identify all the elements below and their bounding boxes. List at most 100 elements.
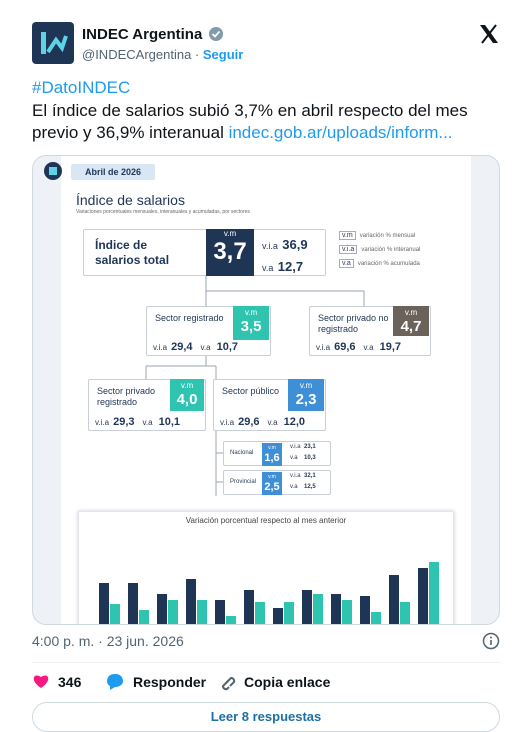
via-value: 23,1 [304, 444, 316, 450]
sector-label: Sector privado no registrado [318, 313, 389, 334]
va-key: v.a [267, 418, 278, 427]
bar [99, 583, 109, 624]
verified-badge [209, 27, 223, 41]
va-key: v.a [262, 263, 274, 273]
main-label: Índice de salarios total [95, 238, 170, 267]
reply-icon[interactable] [106, 673, 124, 690]
bar [139, 610, 149, 624]
bar [255, 602, 265, 624]
follow-button[interactable]: Seguir [202, 47, 244, 62]
bar [128, 583, 138, 624]
legend-label: variación % acumulada [357, 261, 420, 267]
like-icon[interactable] [32, 673, 50, 689]
account-handle: @INDECArgentina · Seguir [82, 47, 244, 62]
handle: @INDECArgentina [82, 47, 192, 62]
info-subtitle: Variaciones porcentuales mensuales, inte… [76, 209, 250, 215]
copy-link-button[interactable]: Copia enlace [244, 674, 331, 690]
vm-key: v.m [223, 229, 237, 238]
vm-value: 4,0 [176, 391, 198, 408]
bar [313, 594, 323, 624]
bar [157, 594, 167, 624]
vm-key: v.m [404, 308, 418, 317]
vm-value: 4,7 [400, 318, 422, 335]
media-card[interactable]: Abril de 2026 Índice de salarios Variaci… [32, 155, 500, 625]
x-logo[interactable] [478, 24, 500, 44]
via-value: 36,9 [282, 237, 308, 252]
va-value: 19,7 [379, 341, 401, 353]
bar [284, 602, 294, 624]
va-value: 12,0 [283, 416, 305, 428]
sector-vm: v.m 4,7 [393, 306, 429, 336]
info-icon[interactable] [482, 632, 500, 650]
vm-key: v.m [268, 474, 276, 480]
via-value: 29,6 [238, 416, 260, 428]
account-name[interactable]: INDEC Argentina [82, 26, 203, 43]
legend-label: variación % mensual [359, 233, 416, 239]
vm-value: 2,3 [295, 391, 317, 408]
via-value: 69,6 [334, 341, 356, 353]
sector-vm: v.m 2,5 [262, 472, 282, 495]
avatar-logo [41, 32, 68, 54]
tweet-body: El índice de salarios subió 3,7% en abri… [32, 101, 468, 142]
bar [186, 579, 196, 624]
sector-vm: v.m 1,6 [262, 443, 282, 466]
bar [331, 594, 341, 624]
main-va: v.a 12,7 [262, 258, 303, 276]
link-icon[interactable] [218, 673, 236, 691]
bar [389, 575, 399, 624]
legend-item: v.i.a variación % interanual [339, 245, 421, 254]
info-title: Índice de salarios [76, 192, 185, 208]
bar [371, 612, 381, 624]
vm-key: v.m [180, 381, 194, 390]
sector-box: Sector público v.m 2,3 v.i.a 29,6 v.a 12,0 [213, 379, 326, 431]
reply-button[interactable]: Responder [133, 674, 207, 690]
sector-vm: v.m 2,3 [288, 379, 324, 411]
sector-box: Provincial v.m 2,5 v.i.a 32,1 v.a 12,5 [223, 470, 331, 495]
avatar[interactable] [32, 22, 74, 64]
divider [32, 662, 500, 663]
sector-box: Sector privado registrado v.m 4,0 v.i.a 29,3… [88, 379, 206, 431]
sector-rates: v.i.a 69,6 v.a 19,7 [316, 341, 401, 353]
main-box: Índice de salarios total v.m 3,7 v.i.a 36… [83, 229, 326, 276]
va-value: 10,7 [216, 341, 238, 353]
timestamp[interactable]: 4:00 p. m. · 23 jun. 2026 [32, 633, 184, 649]
vm-key: v.m [244, 308, 258, 317]
hashtag[interactable]: #DatoINDEC [32, 78, 131, 97]
sector-vm: v.m 4,0 [170, 379, 204, 411]
legend-label: variación % interanual [361, 247, 421, 253]
via-key: v.i.a [290, 473, 301, 479]
like-count: 346 [58, 674, 82, 690]
tweet-text: El índice de salarios subió 3,7% en abri… [32, 100, 504, 144]
bar [197, 600, 207, 624]
read-replies-button[interactable]: Leer 8 respuestas [32, 702, 500, 732]
vm-key: v.m [268, 445, 276, 451]
bar [273, 608, 283, 624]
va-value: 12,5 [304, 484, 316, 490]
legend-key: v.i.a [339, 245, 358, 254]
chart-title: Variación porcentual respecto al mes ant… [185, 516, 347, 525]
va-value: 10,1 [158, 416, 180, 428]
bar [360, 596, 370, 624]
tweet-link[interactable]: indec.gob.ar/uploads/inform... [228, 123, 453, 142]
via-value: 32,1 [304, 473, 316, 479]
sector-va: v.a 12,5 [290, 484, 316, 490]
bar [226, 616, 236, 624]
sector-label: Sector público [222, 386, 280, 396]
via-key: v.i.a [290, 444, 301, 450]
bar [302, 590, 312, 624]
bar [215, 600, 225, 624]
via-value: 29,4 [171, 341, 193, 353]
via-value: 29,3 [113, 416, 135, 428]
main-via: v.i.a 36,9 [262, 236, 308, 254]
legend-item: v.a variación % acumulada [339, 259, 420, 268]
sector-label: Sector privado registrado [97, 386, 156, 407]
legend-key: v.a [339, 259, 354, 268]
via-key: v.i.a [153, 343, 168, 352]
bar [110, 604, 120, 624]
va-key: v.a [290, 455, 298, 461]
vm-value: 3,5 [240, 318, 262, 335]
sector-box: Nacional v.m 1,6 v.i.a 23,1 v.a 10,3 [223, 441, 331, 466]
sector-rates: v.i.a 29,6 v.a 12,0 [220, 416, 305, 428]
